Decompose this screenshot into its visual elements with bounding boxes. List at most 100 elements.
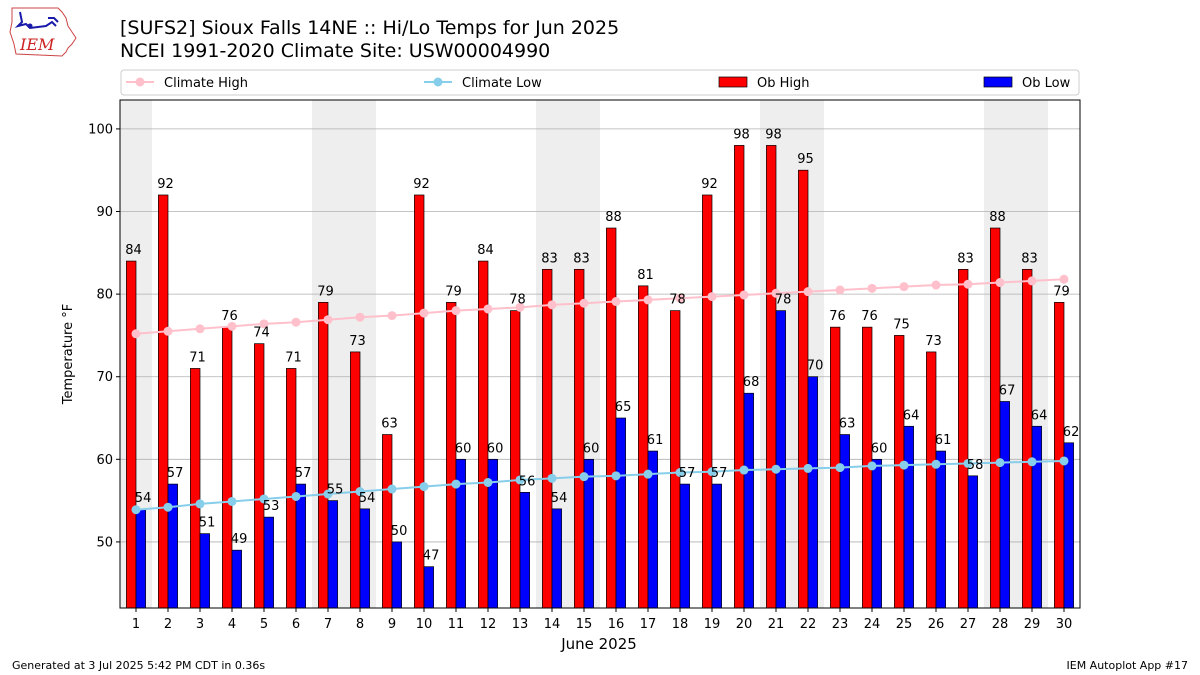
ob-low-bar [1031, 425, 1042, 609]
ob-low-bar [135, 508, 146, 609]
ob-low-bar [615, 417, 626, 609]
ob-low-label: 68 [743, 375, 760, 390]
x-tick-label: 11 [448, 617, 465, 632]
climate-high-point [547, 300, 557, 310]
ob-low-label: 51 [199, 516, 216, 531]
ob-high-bar [286, 368, 297, 609]
x-tick-label: 26 [928, 617, 945, 632]
climate-high-point [227, 321, 237, 331]
ob-low-bar [743, 392, 754, 609]
ob-low-label: 63 [839, 417, 856, 432]
legend-bar-swatch [718, 76, 748, 88]
climate-high-point [1027, 276, 1037, 286]
ob-low-bar [423, 566, 434, 609]
x-tick-label: 21 [768, 617, 785, 632]
ob-high-label: 74 [253, 326, 270, 341]
ob-low-bar [199, 533, 210, 609]
climate-low-point [899, 460, 909, 470]
ob-high-bar [894, 335, 905, 609]
climate-high-point [643, 295, 653, 305]
x-tick-label: 4 [228, 617, 236, 632]
climate-low-point [771, 464, 781, 474]
ob-low-label: 60 [455, 441, 472, 456]
y-tick-label: 70 [96, 370, 113, 385]
climate-high-point [931, 280, 941, 290]
ob-low-label: 56 [519, 474, 536, 489]
ob-high-label: 95 [797, 152, 814, 167]
iem-logo: IEM [9, 7, 77, 57]
grid-lines [120, 128, 1080, 543]
ob-high-label: 71 [189, 350, 206, 365]
x-tick-label: 14 [544, 617, 561, 632]
climate-high-point [451, 306, 461, 316]
chart-title: [SUFS2] Sioux Falls 14NE :: Hi/Lo Temps … [120, 17, 620, 39]
x-tick-label: 18 [672, 617, 689, 632]
ob-high-label: 92 [157, 177, 174, 192]
ob-high-label: 78 [669, 293, 686, 308]
ob-low-bar [679, 483, 690, 609]
ob-low-label: 54 [135, 491, 152, 506]
x-tick-label: 19 [704, 617, 721, 632]
ob-low-label: 60 [487, 441, 504, 456]
legend-item-climate-low: Climate Low [462, 76, 542, 91]
ob-low-bar [583, 458, 594, 609]
ob-high-label: 71 [285, 350, 302, 365]
ob-low-bar [263, 516, 274, 609]
ob-low-label: 57 [295, 466, 312, 481]
ob-high-label: 81 [637, 268, 654, 283]
ob-low-label: 57 [167, 466, 184, 481]
ob-low-label: 64 [1031, 408, 1048, 423]
ob-low-bar [903, 425, 914, 609]
climate-high-point [131, 329, 141, 339]
climate-high-point [195, 324, 205, 334]
climate-low-point [1059, 456, 1069, 466]
ob-low-label: 61 [935, 433, 952, 448]
climate-low-point [131, 505, 141, 515]
climate-low-point [611, 471, 621, 481]
ob-low-label: 65 [615, 400, 632, 415]
climate-low-point [387, 484, 397, 494]
ob-low-label: 58 [967, 458, 984, 473]
climate-high-point [867, 283, 877, 293]
climate-high-point [803, 287, 813, 297]
climate-low-point [227, 496, 237, 506]
climate-high-point [163, 326, 173, 336]
ob-high-bar [510, 310, 521, 609]
climate-low-point [291, 491, 301, 501]
ob-high-label: 98 [733, 127, 750, 142]
ob-high-bar [958, 268, 969, 609]
x-tick-label: 8 [356, 617, 364, 632]
chart-subtitle: NCEI 1991-2020 Climate Site: USW00004990 [120, 40, 551, 62]
climate-high-point [291, 317, 301, 327]
climate-low-point [707, 467, 717, 477]
plot-frame [119, 99, 1081, 609]
ob-high-label: 92 [701, 177, 718, 192]
x-tick-label: 1 [132, 617, 140, 632]
climate-high-point [515, 302, 525, 312]
svg-text:IEM: IEM [19, 35, 55, 54]
legend-box [120, 69, 1080, 96]
ob-low-label: 50 [391, 524, 408, 539]
ob-low-bar [327, 500, 338, 609]
ob-low-label: 64 [903, 408, 920, 423]
climate-low-point [643, 469, 653, 479]
climate-high-point [963, 279, 973, 289]
ob-low-label: 57 [679, 466, 696, 481]
ob-high-bar [702, 194, 713, 609]
ob-low-label: 60 [583, 441, 600, 456]
x-tick-label: 16 [608, 617, 625, 632]
x-tick-label: 10 [416, 617, 433, 632]
ob-high-label: 84 [477, 243, 494, 258]
climate-high-point [355, 312, 365, 322]
ob-high-bar [1054, 302, 1065, 609]
x-tick-label: 23 [832, 617, 849, 632]
legend-item-ob-high: Ob High [757, 76, 810, 91]
climate-high-point [259, 319, 269, 329]
ob-low-label: 60 [871, 441, 888, 456]
climate-low-point [1027, 457, 1037, 467]
climate-high-point [739, 290, 749, 300]
climate-high-point [675, 293, 685, 303]
x-tick-label: 30 [1056, 617, 1073, 632]
x-tick-label: 3 [196, 617, 204, 632]
